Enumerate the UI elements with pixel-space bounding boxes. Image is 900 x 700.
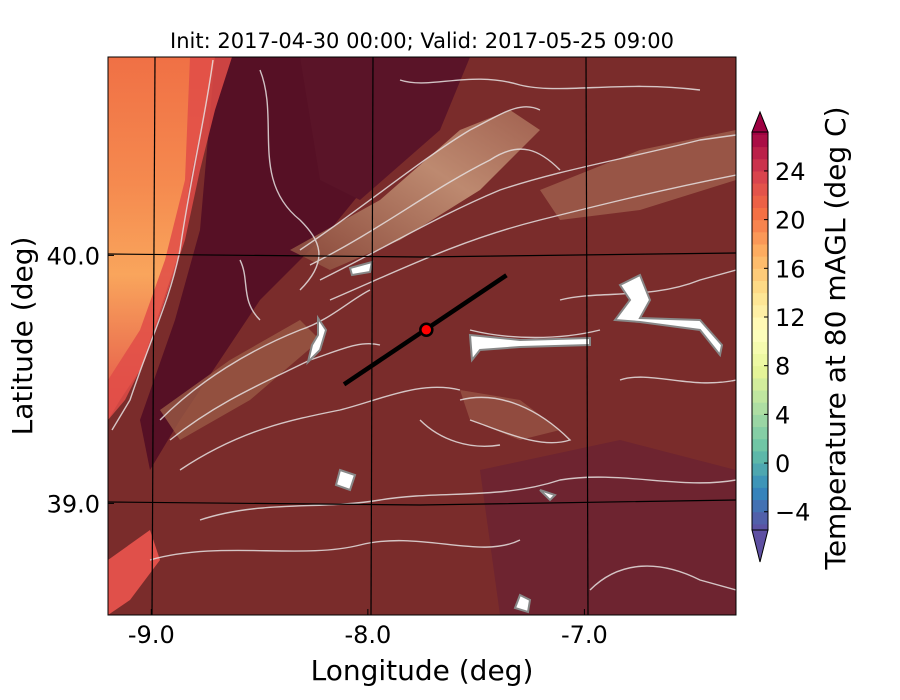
colorbar-segment	[752, 146, 768, 160]
y-axis-label: Latitude (deg)	[6, 237, 39, 436]
colorbar-segment	[752, 353, 768, 367]
colorbar-segment	[752, 487, 768, 501]
colorbar-label: Temperature at 80 mAGL (deg C)	[819, 106, 852, 570]
colorbar-tick-label: 24	[775, 158, 806, 186]
ridge-south	[460, 390, 560, 440]
colorbar-tick-label: 20	[775, 207, 806, 235]
masked-areas	[306, 260, 724, 614]
colorbar-segment	[752, 414, 768, 428]
colorbar-segment	[752, 183, 768, 196]
y-tick-label: 39.0	[47, 490, 100, 518]
coastal-warm-strip	[108, 57, 232, 420]
ridge-central	[290, 110, 540, 270]
colorbar-segment	[752, 134, 768, 148]
map-frame	[107, 56, 737, 616]
colorbar-segment	[752, 450, 768, 464]
colorbar-segment	[752, 243, 768, 257]
ridge-southwest	[160, 320, 320, 440]
x-tick-label: -7.0	[561, 621, 608, 649]
map-field	[108, 57, 736, 615]
chart-title: Init: 2017-04-30 00:00; Valid: 2017-05-2…	[170, 29, 674, 53]
x-axis-ticks: -9.0 -8.0 -7.0	[128, 609, 608, 649]
colorbar-segment	[752, 426, 768, 440]
colorbar-segment	[752, 207, 768, 221]
colorbar-segment	[752, 256, 768, 269]
contour-lines	[111, 59, 736, 591]
selected-point-marker[interactable]	[419, 322, 434, 338]
colorbar-tick-label: 12	[775, 304, 806, 332]
colorbar-segment	[752, 170, 768, 184]
colorbar-segment	[752, 158, 768, 172]
colorbar-segment	[752, 365, 768, 379]
colorbar-extend-max	[751, 110, 769, 133]
colorbar-tick-label: −4	[775, 499, 810, 527]
ocean-south	[108, 530, 160, 615]
x-axis-label: Longitude (deg)	[311, 654, 534, 687]
southeast-dark-zone	[480, 440, 736, 615]
colorbar: 24 20 16 12 8 4 0 −4	[751, 110, 810, 563]
colorbar-segment	[752, 268, 768, 281]
colorbar-segment	[752, 463, 768, 476]
colorbar-tick-label: 4	[775, 401, 790, 429]
colorbar-segment	[752, 402, 768, 415]
inland-dark-band-2	[300, 57, 470, 200]
colorbar-segment	[752, 390, 768, 403]
colorbar-segment	[752, 219, 768, 233]
colorbar-segment	[752, 475, 768, 488]
colorbar-segment	[752, 341, 768, 355]
colorbar-tick-label: 16	[775, 255, 806, 283]
x-tick-label: -9.0	[128, 621, 175, 649]
x-tick-label: -8.0	[344, 621, 391, 649]
colorbar-segment	[752, 132, 768, 135]
colorbar-segment	[752, 280, 768, 294]
colorbar-frame	[751, 131, 769, 531]
colorbar-segment	[752, 523, 768, 531]
graticule	[108, 57, 736, 615]
colorbar-segment	[752, 292, 768, 306]
colorbar-segment	[752, 317, 768, 330]
colorbar-segment	[752, 511, 768, 525]
colorbar-tick-label: 8	[775, 353, 790, 381]
y-tick-label: 40.0	[47, 242, 100, 270]
colorbar-tick-label: 0	[775, 450, 790, 478]
colorbar-segment	[752, 329, 768, 342]
colorbar-segment	[752, 195, 768, 208]
colorbar-extend-min	[751, 529, 769, 563]
colorbar-segment	[752, 377, 768, 391]
colorbar-segment	[752, 438, 768, 452]
y-axis-ticks: 40.0 39.0	[47, 242, 114, 518]
ridge-east	[540, 130, 736, 220]
colorbar-segment	[752, 304, 768, 318]
colorbar-segment	[752, 499, 768, 513]
colorbar-segment	[752, 231, 768, 245]
